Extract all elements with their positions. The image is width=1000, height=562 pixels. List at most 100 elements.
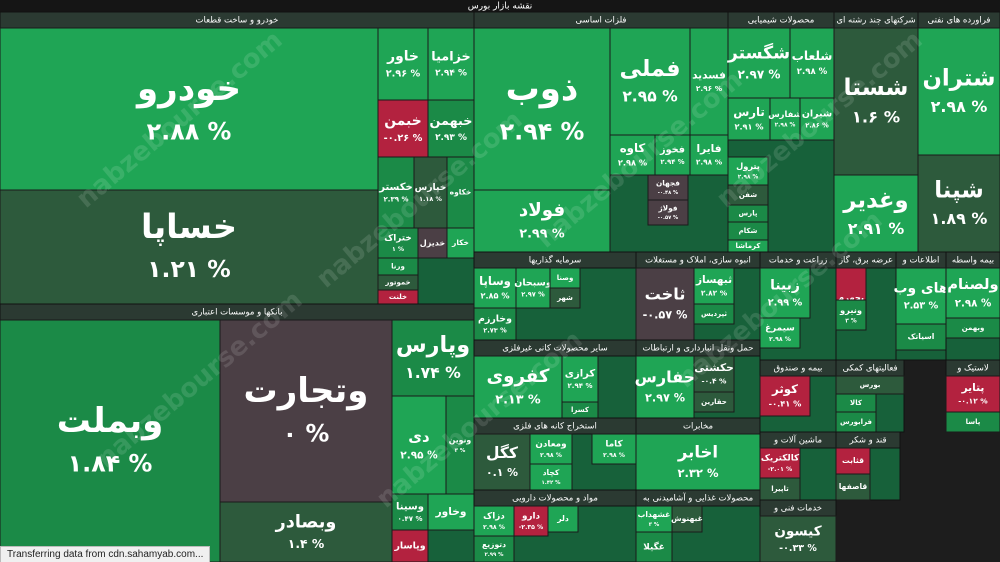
tile-name: بورس	[860, 381, 881, 389]
tile	[799, 97, 835, 141]
sector-title: مخابرات	[683, 422, 713, 432]
tile-change: -۰.۲۶ %	[384, 133, 423, 144]
tile-name: کفروی	[486, 366, 549, 387]
tile	[917, 154, 1000, 253]
header-title: نقشه بازار بورس	[468, 2, 533, 12]
tile-name: کالکتریک	[761, 454, 800, 464]
tile-change: -۰.۴ %	[702, 376, 728, 385]
tile-name: اسیاتک	[908, 332, 935, 341]
tile-name: وپاسار	[393, 541, 425, 552]
tile	[917, 27, 1000, 156]
sector-title: محصولات غذایی و آشامیدنی به	[643, 492, 753, 504]
tile	[377, 27, 429, 101]
tile-name: شفن	[739, 191, 757, 199]
sector-title: بانکها و موسسات اعتباری	[192, 308, 283, 318]
tile-name: کسرا	[571, 406, 590, 414]
tile-name: پارس	[739, 210, 758, 218]
tile	[417, 227, 448, 259]
tile-name: فجهان	[656, 178, 680, 187]
sector-title: خدمات فنی و	[773, 504, 822, 514]
tile-change: ۲.۹۸ %	[769, 336, 791, 343]
tile-change: ۲.۹۸ %	[775, 122, 796, 128]
sector-title: فعالیتهای کمکی	[842, 364, 897, 374]
tile	[549, 287, 581, 309]
sector-title: ماشین آلات و	[773, 434, 822, 446]
tile-change: ۲.۹۵ %	[400, 450, 438, 462]
tile-name: خزامیا	[431, 49, 470, 64]
tile	[515, 267, 551, 309]
tile-name: غبهنوش	[671, 514, 703, 523]
tile	[547, 505, 579, 533]
tile-name: پترول	[736, 161, 760, 172]
tile-name: ونیرو	[839, 305, 862, 316]
tile-name: دارو	[521, 512, 541, 522]
tile-name: فرابورس	[840, 418, 872, 426]
tile	[446, 227, 475, 259]
tile-change: -۰.۵۷ %	[643, 308, 688, 321]
tile-name: ثاخت	[645, 285, 686, 304]
tile-name: وبهمن	[962, 324, 985, 332]
tile	[377, 99, 429, 158]
tile-name: ثپردیس	[701, 310, 727, 318]
tile-name: وخارزم	[478, 313, 512, 324]
tile-name: شلعاب	[792, 49, 833, 63]
tile	[377, 156, 415, 229]
tile-change: ۱.۶ %	[852, 107, 900, 126]
tile-name: خساپا	[141, 207, 237, 246]
tile-name: حفارس	[635, 368, 696, 387]
tile	[473, 505, 515, 537]
tile	[473, 433, 531, 491]
tile	[445, 395, 475, 495]
tile-name: های وب	[894, 280, 949, 296]
tile-change: ۲.۹۸ %	[797, 67, 828, 77]
tile-name: تارس	[733, 105, 765, 120]
tile	[945, 317, 1000, 339]
tile-change: ۲.۹۴ %	[660, 158, 684, 166]
tile-change: ۲.۹۷ %	[645, 391, 685, 404]
tile	[759, 375, 811, 417]
tile-name: شتران	[922, 65, 995, 91]
tile-change: ۲.۹۸ %	[738, 174, 759, 180]
tile-change: -۰.۴۱ %	[769, 399, 802, 409]
tile	[513, 505, 549, 537]
tile-change: ۰.۱ %	[486, 466, 518, 479]
tile	[427, 27, 475, 101]
tile-change: ۳ %	[845, 317, 857, 324]
tile	[769, 97, 801, 141]
tile-name: وساپا	[479, 274, 511, 289]
tile-name: دی	[408, 427, 430, 445]
tile-name: زبینا	[770, 277, 800, 293]
tile-name: فولاژ	[657, 203, 677, 212]
tile	[219, 319, 393, 503]
tile-name: فملی	[620, 56, 681, 82]
tile-name: وتجارت	[244, 371, 369, 411]
tile-name: کوثر	[771, 382, 798, 397]
tile	[391, 493, 429, 531]
tile-change: ۲.۳۲ %	[677, 466, 718, 480]
tile	[529, 433, 573, 465]
tile-name: ثبهساز	[695, 274, 732, 286]
tile	[727, 156, 769, 186]
tile-name: ذوب	[506, 69, 579, 109]
tile	[446, 156, 475, 229]
tile	[693, 391, 735, 413]
tile-name: وسینا	[396, 502, 424, 513]
tile-name: وپارس	[396, 332, 470, 358]
tile-change: ۲.۹۸ %	[483, 524, 505, 531]
tile-change: ۲.۹۹ %	[768, 298, 803, 309]
tile-change: ۲.۹۱ %	[848, 219, 905, 238]
tile-change: ۱.۴ %	[288, 537, 324, 551]
tile-change: ۲.۸۶ %	[805, 122, 829, 130]
sector-title: شرکتهای چند رشته ای	[836, 16, 915, 26]
tile	[473, 27, 611, 191]
tile-name: وخاور	[435, 506, 467, 518]
tile-name: کالا	[850, 399, 863, 407]
tile-change: ۲.۱۳ %	[495, 392, 541, 407]
tile-name: وبملت	[57, 401, 164, 441]
tile	[895, 323, 947, 351]
tile-name: ونوین	[449, 436, 472, 445]
tile	[413, 156, 448, 229]
tile-change: ۳ %	[455, 448, 466, 454]
tile	[759, 267, 811, 319]
